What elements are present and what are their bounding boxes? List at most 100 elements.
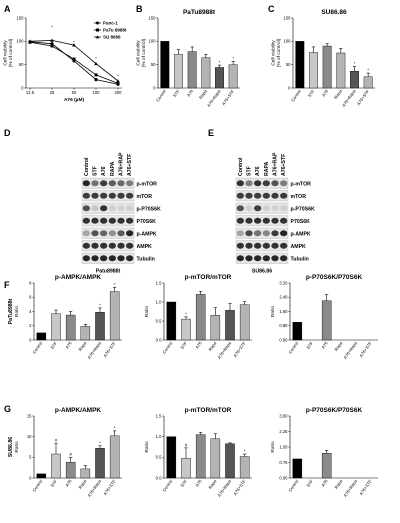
chart-g2-bar xyxy=(239,456,250,479)
chart-g2-xtick-label: STF xyxy=(179,478,188,488)
chart-c-bar xyxy=(350,70,359,89)
blot-e-band xyxy=(262,242,270,249)
chart-f1-significance: * xyxy=(99,302,101,307)
blot-d-membrane-strip xyxy=(81,227,135,239)
blot-d-membrane-strip xyxy=(81,240,135,252)
chart-g1-bar xyxy=(65,462,76,479)
chart-b-bar xyxy=(160,41,170,89)
chart-c-ylabel-group: Cell viability (% of control) xyxy=(270,38,282,67)
blot-e-band xyxy=(254,192,262,199)
chart-g3-xtick-group: A76+STF xyxy=(358,478,373,496)
chart-f1-ytick-label: 8 xyxy=(29,280,32,285)
chart-c-ytick-label: 50 xyxy=(286,62,291,67)
chart-b-xtick-group: Rapa xyxy=(198,88,208,100)
blot-e-band xyxy=(236,217,244,224)
blot-e-band xyxy=(271,230,279,237)
chart-g3-xtick-group: STF xyxy=(305,478,314,488)
chart-a-ylabel-group: Cell viability (% of control) xyxy=(2,38,14,67)
chart-a-significance: * xyxy=(73,40,75,45)
chart-f2-significance: * xyxy=(185,311,187,316)
chart-a-point xyxy=(50,38,54,42)
panel-letter-f: F xyxy=(4,280,10,290)
chart-b-ylabel: Cell viability xyxy=(135,40,141,66)
chart-f2-xtick-group: Rapa xyxy=(208,340,218,352)
chart-b-xtick-label: A76+STF xyxy=(221,88,236,106)
chart-g1-ytick-label: 10 xyxy=(27,434,32,439)
chart-g2-xtick-label: A76+STF xyxy=(232,478,247,496)
chart-g2-bar xyxy=(210,438,221,479)
blot-d-lane-label: A76+RAP xyxy=(119,152,125,176)
chart-a-ylabel: (% of control) xyxy=(8,38,14,67)
chart-c-xtick-label: Rapa xyxy=(333,88,343,100)
chart-c-bar xyxy=(295,41,305,89)
chart-b-ylabel: (% of control) xyxy=(141,38,147,67)
chart-b-xtick-label: Control xyxy=(155,89,167,103)
chart-f1-ytick-label: 0 xyxy=(29,337,32,342)
blot-d-band xyxy=(100,192,108,199)
chart-b-xtick-group: STF xyxy=(172,88,181,98)
chart-g2-xtick-group: Rapa xyxy=(208,478,218,490)
chart-a-legend-marker xyxy=(96,21,99,25)
chart-g3-xtick-label: STF xyxy=(305,478,314,488)
chart-a-xtick-label: 100 xyxy=(93,90,101,95)
chart-g3-xtick-group: Control xyxy=(288,479,300,493)
chart-g1-title: p-AMPK/AMPK xyxy=(55,407,102,414)
chart-g1-xtick-group: STF xyxy=(49,478,58,488)
chart-b-bar xyxy=(215,67,224,89)
chart-f1-xtick-group: Control xyxy=(32,341,44,355)
chart-f2-xtick-label: Rapa xyxy=(208,340,218,352)
blot-d-band xyxy=(108,255,116,262)
panel-letter-b: B xyxy=(136,4,143,14)
blot-e-lane-label-group: STF xyxy=(247,166,253,176)
blot-d-band xyxy=(82,242,90,249)
blot-e-row-label: mTOR xyxy=(291,194,307,200)
chart-g3-bar xyxy=(292,458,303,479)
blot-e-band xyxy=(245,230,253,237)
chart-f1-ytick-label: 6 xyxy=(29,295,32,300)
chart-g2-xtick-group: STF xyxy=(179,478,188,488)
chart-g3-xtick-label: A76+Rapa xyxy=(342,478,358,498)
blot-d-row-label: AMPK xyxy=(137,244,153,250)
chart-c-xtick-group: A76+Rapa xyxy=(341,88,357,108)
blot-d-band xyxy=(126,217,134,224)
chart-g3-ytick-label: 2.25 xyxy=(279,429,288,434)
blot-d-band xyxy=(117,192,125,199)
chart-g1-significance: * xyxy=(99,440,101,445)
blot-e-row-label: p-AMPK xyxy=(291,231,311,237)
blot-e-band xyxy=(236,192,244,199)
blot-d-band xyxy=(91,242,99,249)
chart-c-ylabel: Cell viability xyxy=(270,40,276,66)
blot-e-lane-label-group: RAPA xyxy=(264,161,270,176)
blot-d-band xyxy=(82,217,90,224)
chart-b-xtick-label: STF xyxy=(172,88,181,98)
blot-d-lane-label-group: A76 xyxy=(101,166,107,176)
chart-c-bar xyxy=(363,76,373,89)
blot-e-band xyxy=(280,180,288,187)
chart-f1-xtick-label: A76 xyxy=(64,340,73,350)
chart-c-significance: * xyxy=(367,68,369,73)
blot-d-band xyxy=(117,180,125,187)
blot-e-row-label: P70S6K xyxy=(291,219,311,225)
blot-e-band xyxy=(245,205,253,212)
chart-f3-xtick-group: A76 xyxy=(320,340,329,350)
chart-c-ytick-label: 0 xyxy=(288,85,291,90)
blot-d-band xyxy=(82,255,90,262)
blot-e-membrane-strip xyxy=(235,252,289,264)
blot-e-band xyxy=(254,230,262,237)
blot-d-lane-label-group: RAPA xyxy=(110,161,116,176)
chart-a-ytick-label: 100 xyxy=(17,39,25,44)
chart-f3-xtick-group: Control xyxy=(288,341,300,355)
blot-e-band xyxy=(280,230,288,237)
blot-e-band xyxy=(245,255,253,262)
chart-g2-xtick-group: A76 xyxy=(194,478,203,488)
chart-g1-ytick-label: 5 xyxy=(29,455,32,460)
chart-g2-xtick-label: Control xyxy=(162,479,174,493)
chart-f2-ytick-label: 0.5 xyxy=(156,318,162,323)
blot-d-lane-label-group: Control xyxy=(84,157,90,176)
blot-e-band xyxy=(262,192,270,199)
blot-e-membrane-strip xyxy=(235,215,289,227)
chart-f3-xtick-group: Rapa xyxy=(334,340,344,352)
chart-g1-xtick-group: Control xyxy=(32,479,44,493)
chart-f2-bar xyxy=(210,315,221,341)
blot-d-band xyxy=(117,217,125,224)
